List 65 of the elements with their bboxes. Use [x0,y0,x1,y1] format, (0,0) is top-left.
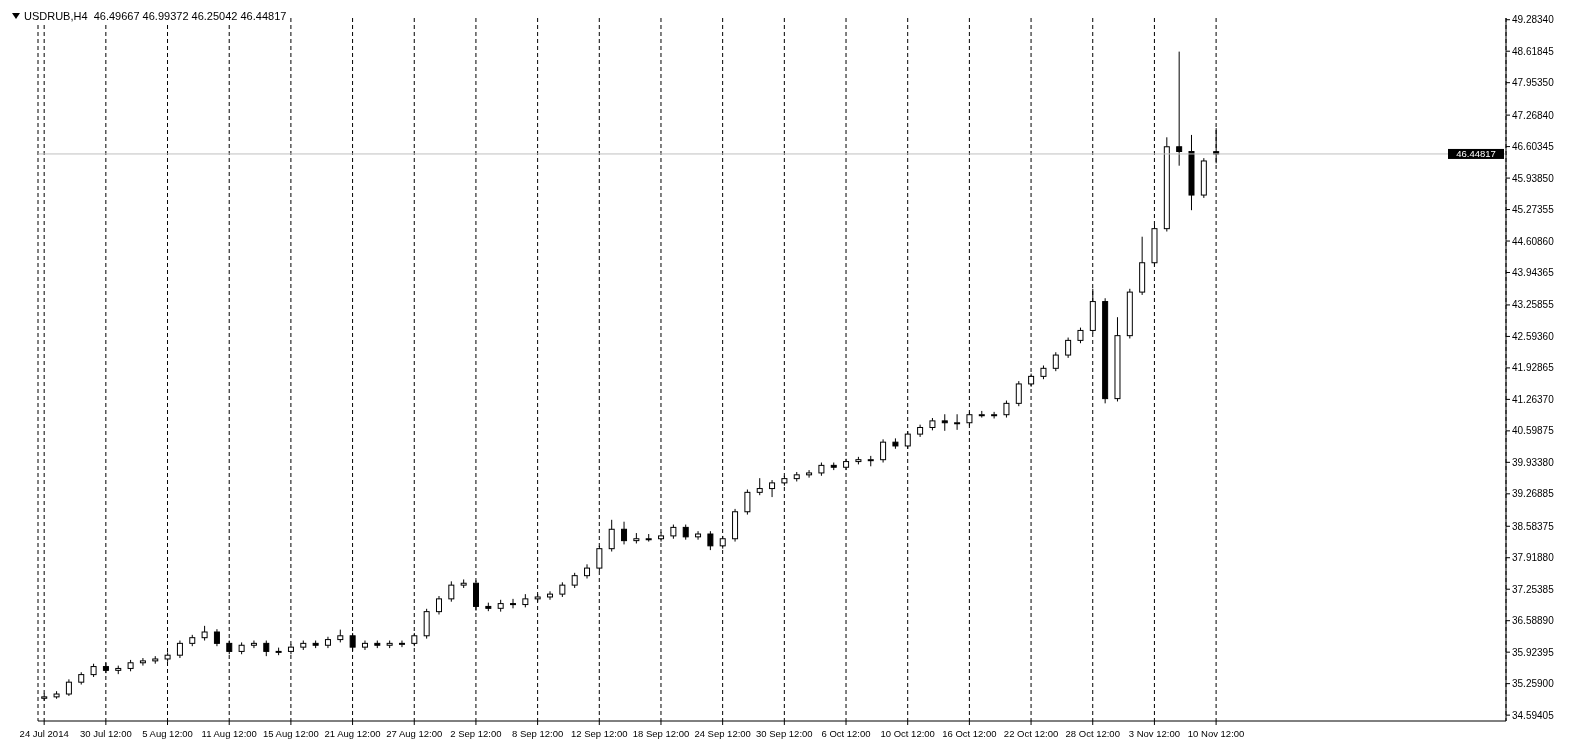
y-tick-label: 37.91880 [1512,552,1555,564]
x-tick-label: 10 Oct 12:00 [880,728,935,739]
candlestick [621,521,628,545]
chart-title: USDRUB,H4 46.49667 46.99372 46.25042 46.44817 [24,10,287,22]
y-tick-label: 44.60860 [1512,235,1555,247]
y-tick-label: 43.25855 [1512,299,1555,311]
candlestick [608,519,615,553]
candlestick [744,489,751,516]
x-tick-label: 16 Oct 12:00 [942,728,997,739]
x-tick-label: 5 Aug 12:00 [142,728,193,739]
candlestick [139,657,146,667]
candlestick [510,598,517,609]
y-tick-label: 40.59875 [1512,425,1555,437]
x-tick-label: 30 Jul 12:00 [79,728,132,739]
x-tick-label: 28 Oct 12:00 [1065,728,1120,739]
candlestick [1052,351,1059,372]
candlestick [707,530,714,551]
y-tick-label: 34.59405 [1512,709,1555,721]
y-tick-label: 41.92865 [1512,362,1555,374]
candlestick [398,640,405,648]
y-tick-label: 41.26370 [1512,393,1555,405]
candlestick [991,411,998,419]
y-tick-label: 49.28340 [1512,14,1555,26]
y-tick-label: 47.26840 [1512,109,1555,121]
y-tick-label: 46.60345 [1512,141,1555,153]
x-tick-label: 6 Oct 12:00 [821,728,871,739]
candlestick [880,438,887,464]
candlestick [1065,337,1072,359]
y-tick-label: 47.95350 [1512,77,1555,89]
y-tick-label: 38.58375 [1512,520,1555,532]
x-tick-label: 22 Oct 12:00 [1003,728,1059,739]
candlestick [1015,380,1022,407]
x-tick-label: 24 Sep 12:00 [694,728,751,739]
candlestick [806,469,813,479]
y-tick-label: 35.25900 [1512,678,1555,690]
y-tick-label: 43.94365 [1512,267,1555,279]
ref-line-label: 46.44817 [1456,148,1496,160]
candlestick [250,640,257,649]
x-tick-label: 3 Nov 12:00 [1128,728,1181,739]
x-tick-label: 21 Aug 12:00 [324,728,381,739]
y-tick-label: 36.58890 [1512,615,1555,627]
candlestick [769,479,776,498]
y-tick-label: 48.61845 [1512,45,1555,57]
y-tick-label: 39.93380 [1512,456,1555,468]
x-tick-label: 27 Aug 12:00 [386,728,443,739]
candlestick [695,530,702,541]
x-tick-label: 18 Sep 12:00 [632,728,690,739]
x-tick-label: 10 Nov 12:00 [1187,728,1245,739]
x-tick-label: 12 Sep 12:00 [571,728,628,739]
candlestick [954,413,961,431]
y-tick-label: 35.92395 [1512,646,1555,658]
candlestick [1176,51,1183,167]
y-tick-label: 42.59360 [1512,330,1555,342]
candlestick [435,595,442,615]
y-tick-label: 37.25385 [1512,583,1555,595]
x-tick-label: 24 Jul 2014 [19,728,69,739]
x-tick-label: 11 Aug 12:00 [201,728,257,739]
y-tick-label: 45.93850 [1512,172,1555,184]
x-tick-label: 15 Aug 12:00 [262,728,319,739]
y-tick-label: 39.26885 [1512,488,1555,500]
candlestick [448,580,455,603]
x-tick-label: 2 Sep 12:00 [450,728,502,739]
x-tick-label: 8 Sep 12:00 [511,728,564,739]
y-tick-label: 45.27355 [1512,204,1555,216]
x-tick-label: 30 Sep 12:00 [756,728,813,739]
